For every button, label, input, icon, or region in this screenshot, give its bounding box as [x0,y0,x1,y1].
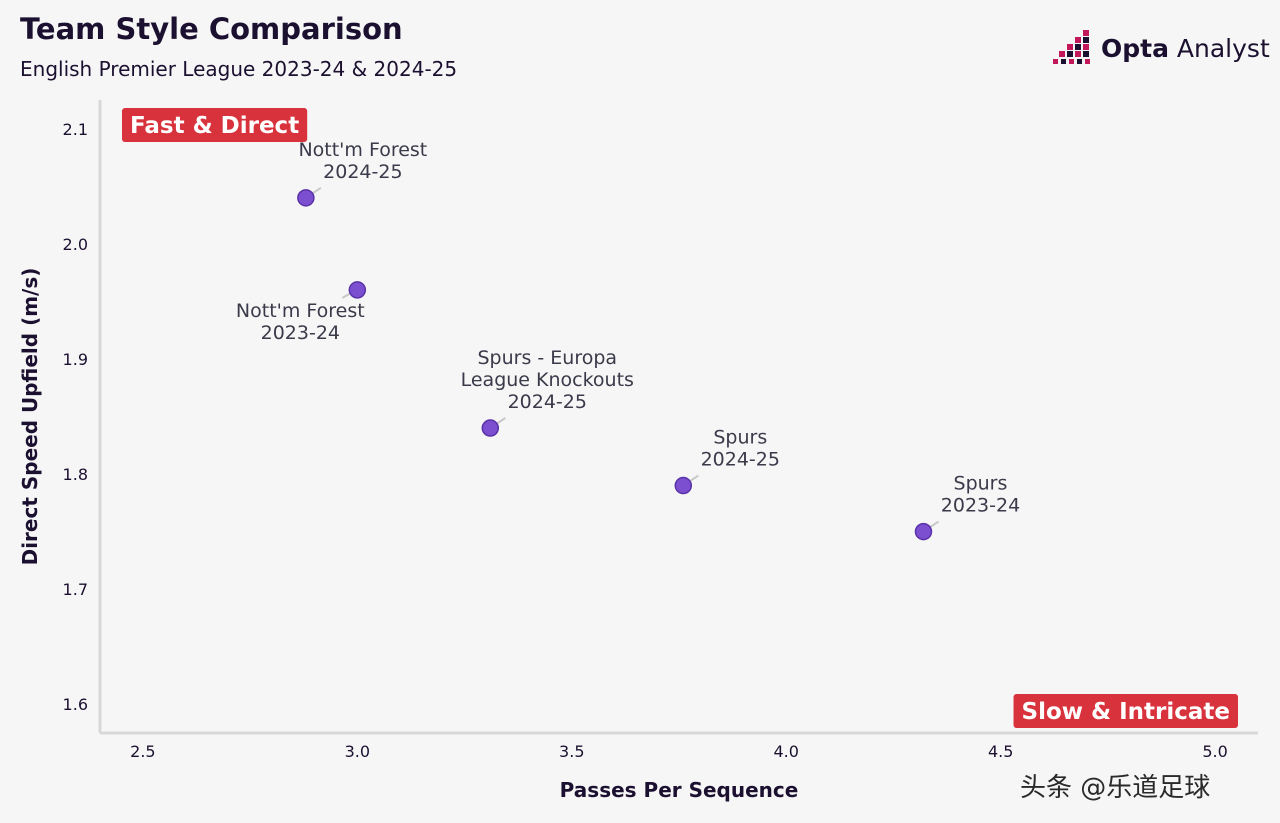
quadrant-label-fast-direct: Fast & Direct [122,108,308,142]
point-label-line: Spurs [713,427,767,449]
x-tick-label: 4.0 [773,742,798,761]
point-label-line: 2023-24 [261,322,340,344]
point-label-line: 2023-24 [941,495,1020,517]
quadrant-label-slow-intricate-text: Slow & Intricate [1022,699,1230,725]
y-tick-label: 2.0 [63,235,88,254]
point-label-line: 2024-25 [701,449,780,471]
y-tick-label: 1.6 [63,695,88,714]
quadrant-label-fast-direct-bg [122,108,308,142]
opta-analyst-logo: Opta Analyst [1053,28,1270,68]
point-label-line: Nott'm Forest [298,139,427,161]
scatter-point [297,189,315,207]
label-connector [495,417,506,425]
y-axis-ticks: 1.6 1.7 1.8 1.9 2.0 2.1 [63,120,88,714]
point-label-line: Nott'm Forest [236,300,365,322]
point-label-line: League Knockouts [461,369,634,391]
y-tick-label: 1.8 [63,465,88,484]
x-tick-label: 2.5 [130,742,155,761]
quadrant-label-fast-direct-text: Fast & Direct [130,113,299,139]
label-connector [311,186,322,195]
quadrant-label-slow-intricate: Slow & Intricate [1013,694,1238,728]
chart-axes [98,100,1258,735]
watermark-text: 头条 @乐道足球 [1020,773,1211,803]
logo-brand-strong: Opta [1101,33,1169,63]
scatter-point [348,281,367,299]
scatter-point [481,419,500,437]
y-tick-label: 1.9 [63,350,88,369]
point-label-line: Spurs - Europa [477,347,617,369]
x-axis-ticks: 2.5 3.0 3.5 4.0 4.5 5.0 [130,742,1228,761]
x-axis-title: Passes Per Sequence [560,778,799,802]
scatter-point [674,476,693,495]
point-label-line: Spurs [954,473,1008,495]
label-connector [928,520,940,529]
x-tick-label: 4.5 [988,742,1013,761]
x-tick-label: 3.0 [345,742,370,761]
y-tick-label: 1.7 [63,580,88,599]
y-axis-title: Direct Speed Upfield (m/s) [18,268,42,566]
x-tick-label: 3.5 [559,742,584,761]
chart-title: Team Style Comparison [20,12,403,46]
opta-pixel-icon [1053,30,1090,64]
y-tick-label: 2.1 [63,120,88,139]
point-label-line: 2024-25 [508,391,587,413]
x-tick-label: 5.0 [1202,742,1227,761]
point-label-line: 2024-25 [323,161,402,183]
label-connector [688,474,699,483]
quadrant-labels: Fast & Direct Slow & Intricate [122,108,1238,728]
chart-subtitle: English Premier League 2023-24 & 2024-25 [20,57,458,81]
logo-brand-light: Analyst [1168,33,1270,63]
scatter-point [914,522,933,541]
quadrant-label-slow-intricate-bg [1013,694,1238,728]
logo-wordmark: Opta Analyst [1101,34,1270,63]
